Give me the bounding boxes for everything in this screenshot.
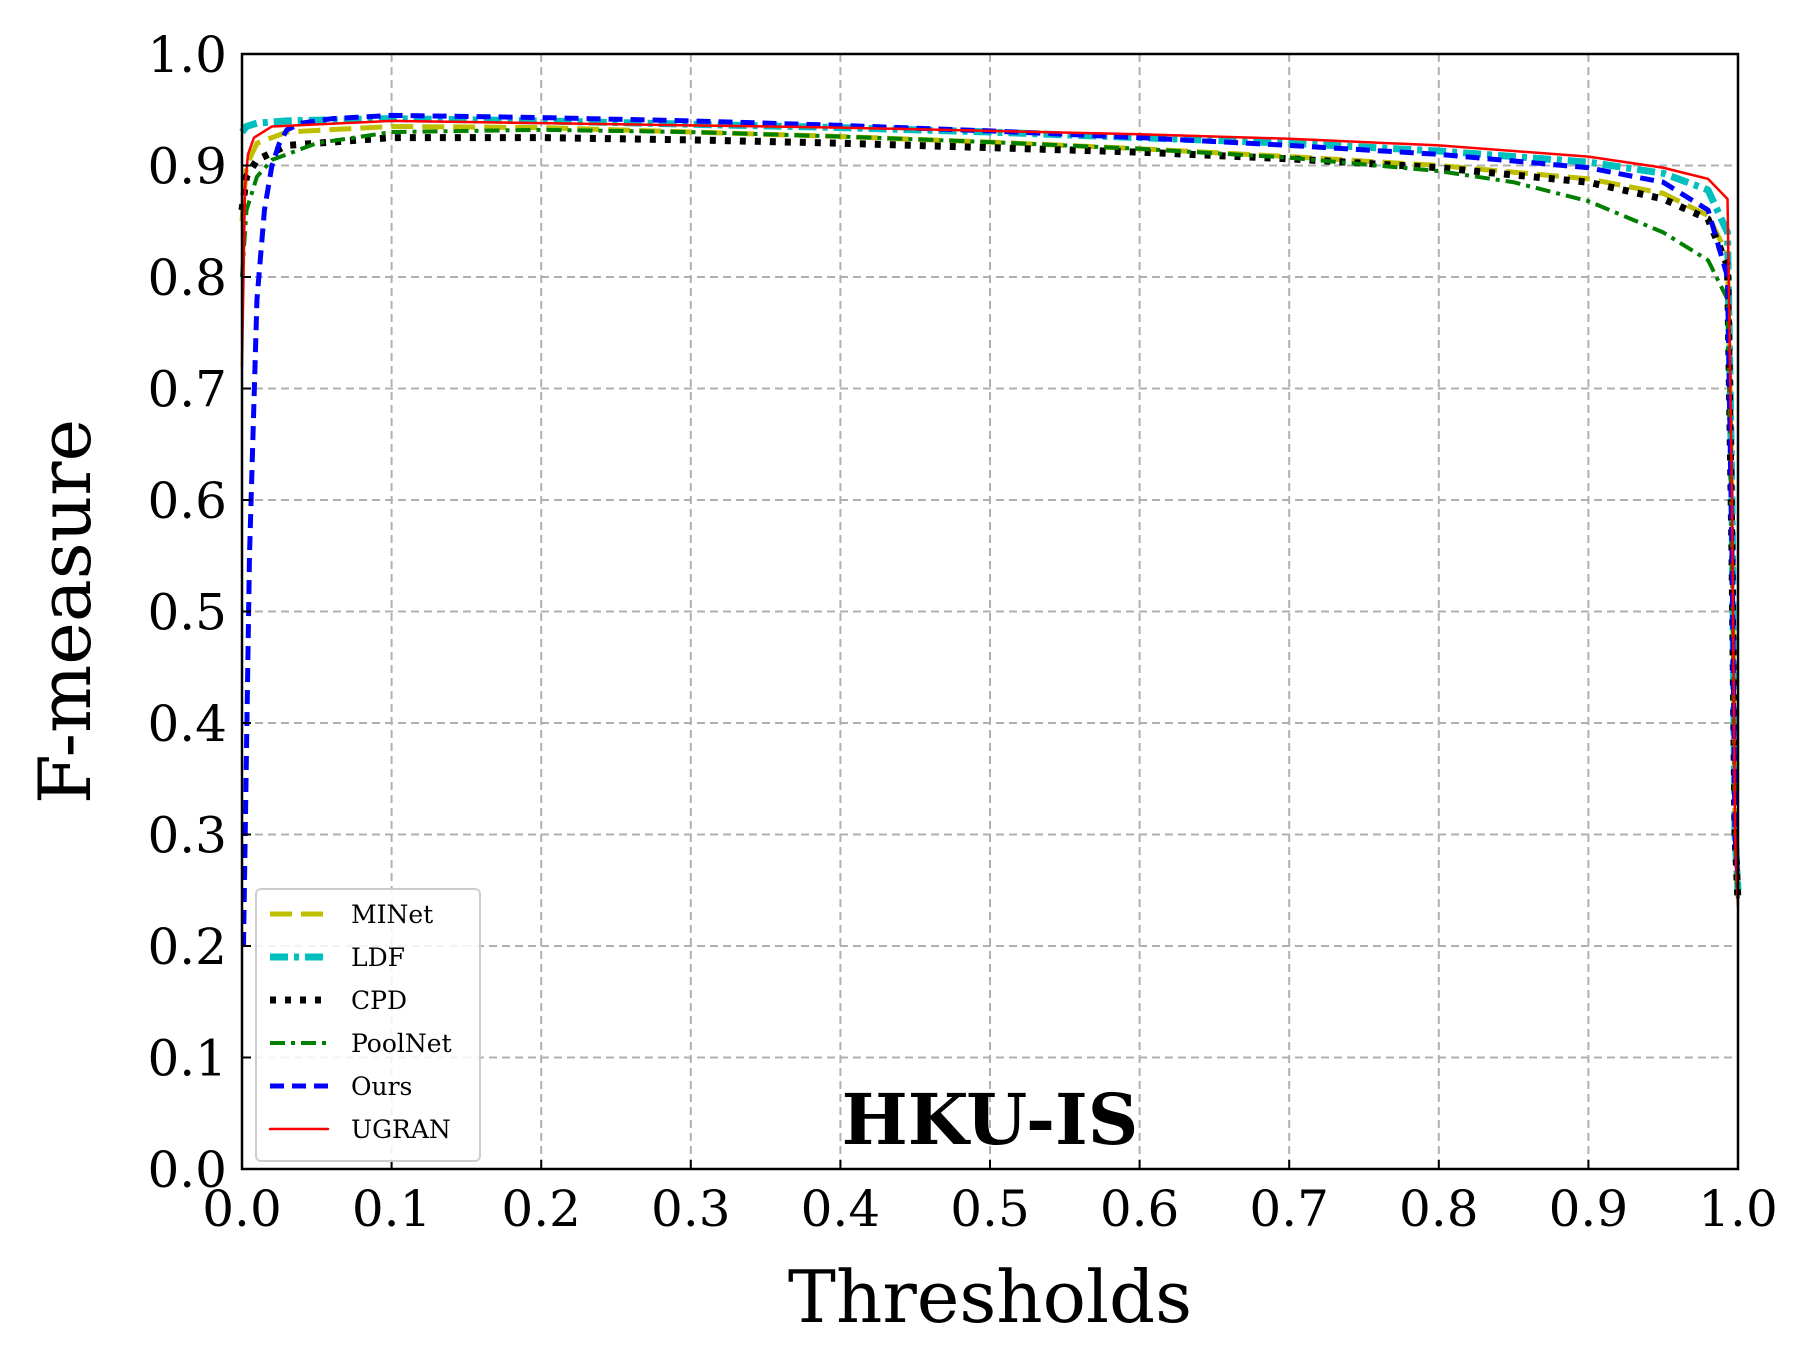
x-tick-label: 1.0 [1698,1180,1778,1238]
x-axis-title: Thresholds [788,1255,1192,1339]
y-tick-label: 0.2 [147,918,227,976]
legend-label: CPD [351,986,407,1015]
x-tick-label: 0.8 [1399,1180,1479,1238]
x-tick-label: 0.0 [202,1180,282,1238]
y-tick-label: 0.7 [147,361,227,419]
legend-label: LDF [351,943,405,972]
y-tick-label: 0.3 [147,807,227,865]
x-tick-label: 0.5 [950,1180,1030,1238]
legend-label: UGRAN [351,1115,451,1144]
x-tick-label: 0.7 [1249,1180,1329,1238]
y-axis-title: F-measure [23,419,107,804]
chart-annotation: HKU-IS [842,1078,1139,1161]
y-tick-label: 0.5 [147,584,227,642]
y-tick-label: 0.4 [147,695,227,753]
x-tick-label: 0.4 [801,1180,881,1238]
y-tick-label: 0.0 [147,1141,227,1199]
legend-label: MINet [351,900,433,929]
y-tick-label: 0.1 [147,1030,227,1088]
series-line-ours [241,112,1741,947]
x-tick-label: 0.1 [352,1180,432,1238]
y-tick-label: 0.6 [147,472,227,530]
x-tick-label: 0.6 [1100,1180,1180,1238]
x-tick-label: 0.3 [651,1180,731,1238]
y-tick-label: 0.8 [147,249,227,307]
legend: MINet LDF CPD PoolNet Ours UGRAN [255,888,481,1162]
legend-label: PoolNet [351,1029,452,1058]
grid [242,54,1738,1169]
series-line-ugran [240,119,1740,909]
series-line-poolnet [240,127,1740,902]
y-tick-label: 1.0 [147,26,227,84]
series-lines [238,112,1742,947]
x-tick-label: 0.2 [501,1180,581,1238]
axis-ticks: 0.0 0.1 0.2 0.3 0.4 0.5 0.6 0.7 0.8 0.9 1.0 0.0 0.1 0… [147,26,1777,1238]
x-tick-label: 0.9 [1549,1180,1629,1238]
y-tick-label: 0.9 [147,138,227,196]
legend-label: Ours [351,1072,412,1101]
